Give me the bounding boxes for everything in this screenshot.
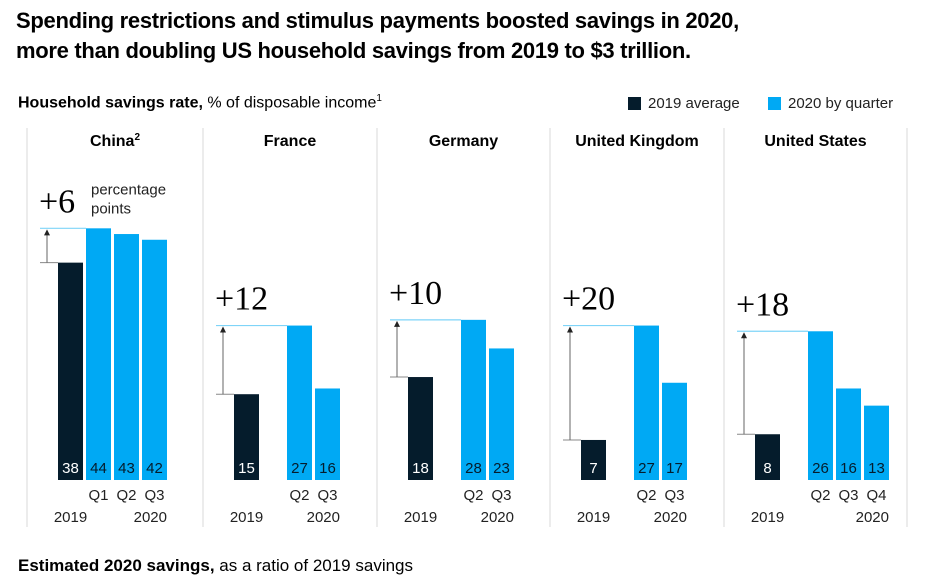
panel-title: United States	[764, 133, 866, 150]
change-label: +18	[736, 286, 789, 323]
x-label-quarter: Q3	[664, 487, 684, 504]
x-label-quarter: Q3	[317, 487, 337, 504]
bar-2020-quarter	[808, 331, 833, 480]
bar-value-label: 28	[465, 460, 482, 477]
change-label: +12	[215, 281, 268, 318]
x-label-quarter: Q2	[116, 487, 136, 504]
legend-label: 2019 average	[648, 95, 740, 112]
bar-value-label: 13	[868, 460, 885, 477]
bar-2020-quarter	[634, 325, 659, 480]
chart-title: Spending restrictions and stimulus payme…	[16, 6, 739, 66]
change-unit-label: points	[91, 200, 131, 217]
x-label-quarter: Q3	[491, 487, 511, 504]
legend-item-2019: 2019 average	[628, 95, 740, 112]
change-label: +20	[562, 281, 615, 318]
change-label: +10	[389, 275, 442, 312]
bar-2020-quarter	[461, 319, 486, 480]
legend-item-2020: 2020 by quarter	[768, 95, 893, 112]
bar-value-label: 16	[319, 460, 336, 477]
bar-2020-quarter	[662, 382, 687, 480]
bar-value-label: 27	[638, 460, 655, 477]
panel-title: China2	[90, 132, 140, 150]
change-arrow-head	[44, 229, 50, 236]
legend-swatch-dark	[628, 97, 641, 110]
change-label: +6	[39, 183, 75, 220]
bar-value-label: 16	[840, 460, 857, 477]
subtitle-footnote: 1	[376, 93, 382, 104]
bar-value-label: 15	[238, 460, 255, 477]
x-label-quarter: Q3	[144, 487, 164, 504]
x-label-year: 2019	[54, 509, 87, 526]
bar-2019-average	[755, 434, 780, 480]
panel-title: United Kingdom	[575, 133, 699, 150]
title-line-1: Spending restrictions and stimulus payme…	[16, 8, 739, 33]
bar-value-label: 26	[812, 460, 829, 477]
bar-2020-quarter	[489, 348, 514, 480]
bar-value-label: 42	[146, 460, 163, 477]
title-line-2: more than doubling US household savings …	[16, 38, 691, 63]
bar-2020-quarter	[86, 228, 111, 480]
legend-label: 2020 by quarter	[788, 95, 894, 112]
bar-2020-quarter	[864, 405, 889, 480]
x-label-quarter: Q2	[289, 487, 309, 504]
legend-swatch-blue	[768, 97, 781, 110]
x-label-year: 2019	[577, 509, 610, 526]
bar-2019-average	[581, 439, 606, 480]
panel-title: France	[264, 133, 317, 150]
x-label-quarter: Q2	[810, 487, 830, 504]
bar-value-label: 38	[62, 460, 79, 477]
x-label-year: 2019	[751, 509, 784, 526]
bar-2020-quarter	[142, 239, 167, 480]
subtitle-rest: % of disposable income	[202, 94, 377, 112]
bar-2020-quarter	[287, 325, 312, 480]
x-label-quarter: Q2	[463, 487, 483, 504]
bar-2020-quarter	[315, 388, 340, 480]
change-arrow-head	[394, 320, 400, 327]
bar-value-label: 18	[412, 460, 429, 477]
bar-value-label: 17	[666, 460, 683, 477]
x-label-year: 2020	[654, 509, 687, 526]
x-label-quarter: Q1	[88, 487, 108, 504]
change-arrow-head	[220, 326, 226, 333]
change-arrow-head	[567, 326, 573, 333]
bar-2020-quarter	[114, 234, 139, 480]
bar-value-label: 8	[763, 460, 771, 477]
x-label-year: 2020	[856, 509, 889, 526]
x-label-quarter: Q4	[866, 487, 886, 504]
bar-2019-average	[408, 377, 433, 480]
change-arrow-head	[741, 332, 747, 339]
bar-value-label: 43	[118, 460, 135, 477]
x-label-year: 2019	[404, 509, 437, 526]
footer-rest: as a ratio of 2019 savings	[214, 556, 414, 575]
change-unit-label: percentage	[91, 181, 166, 198]
footer-heading: Estimated 2020 savings, as a ratio of 20…	[18, 556, 413, 576]
x-label-year: 2020	[307, 509, 340, 526]
bar-value-label: 7	[589, 460, 597, 477]
x-label-year: 2019	[230, 509, 263, 526]
x-label-year: 2020	[481, 509, 514, 526]
bar-2020-quarter	[836, 388, 861, 480]
panel-title: Germany	[429, 133, 498, 150]
footer-bold: Estimated 2020 savings,	[18, 556, 215, 575]
bar-value-label: 44	[90, 460, 107, 477]
x-label-year: 2020	[134, 509, 167, 526]
bar-2019-average	[234, 394, 259, 480]
bar-value-label: 23	[493, 460, 510, 477]
bar-value-label: 27	[291, 460, 308, 477]
x-label-quarter: Q3	[838, 487, 858, 504]
subtitle-bold: Household savings rate,	[18, 94, 203, 112]
chart-subtitle: Household savings rate, % of disposable …	[18, 93, 382, 112]
bar-2019-average	[58, 262, 83, 480]
x-label-quarter: Q2	[636, 487, 656, 504]
